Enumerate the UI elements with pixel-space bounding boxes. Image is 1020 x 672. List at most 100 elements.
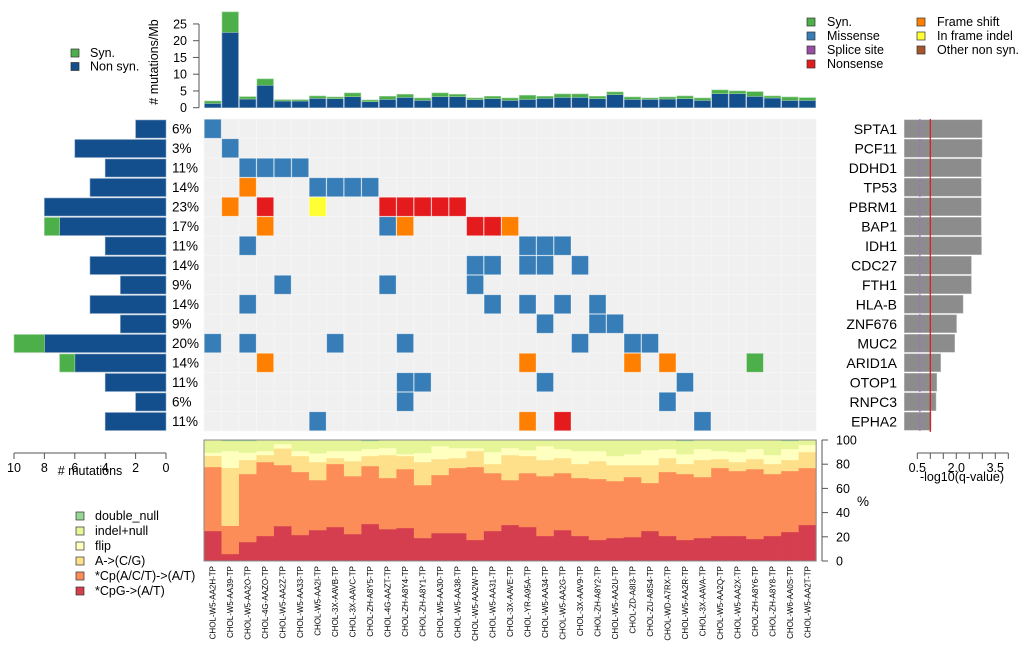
matrix-cell-empty	[326, 411, 345, 432]
spectrum-segment-cpg	[343, 534, 362, 562]
matrix-cell-empty	[431, 352, 450, 373]
matrix-cell-empty	[396, 255, 415, 276]
matrix-cell-empty	[745, 177, 764, 198]
matrix-cell-empty	[466, 196, 485, 217]
matrix-cell-empty	[570, 372, 590, 393]
spectrum-segment-indel-null	[361, 440, 380, 450]
matrix-cell-empty	[501, 411, 520, 432]
matrix-cell-empty	[780, 294, 799, 315]
spectrum-segment-indel-null	[378, 440, 397, 449]
gene-bar-x-tick-label: 8	[41, 461, 48, 475]
matrix-cell-empty	[238, 313, 257, 334]
matrix-cell-empty	[448, 372, 467, 393]
spectrum-segment-cpg	[588, 539, 607, 562]
gene-percent-label: 20%	[172, 336, 199, 351]
spectrum-segment-indel-null	[273, 440, 292, 445]
mutation-matrix	[203, 118, 817, 432]
rate-bar-nonsyn	[239, 98, 257, 108]
rate-bar-syn	[606, 91, 624, 95]
spectrum-segment-cpg	[676, 539, 695, 562]
qvalue-bar	[904, 256, 972, 275]
spectrum-segment-a-cg	[256, 455, 275, 463]
matrix-cell-empty	[623, 294, 642, 315]
matrix-cell-missense	[518, 294, 537, 315]
matrix-cell-empty	[780, 391, 799, 412]
gene-bar-nonsyn	[89, 256, 167, 275]
matrix-cell-empty	[658, 333, 677, 354]
matrix-cell-empty	[728, 118, 747, 139]
matrix-cell-empty	[413, 255, 432, 276]
rate-bar-syn	[623, 96, 642, 100]
matrix-cell-missense	[378, 274, 397, 295]
matrix-cell-empty	[763, 294, 782, 315]
spectrum-segment-a-cg	[204, 455, 222, 468]
spectrum-segment-indel-null	[413, 440, 432, 454]
qvalue-bar	[904, 275, 972, 294]
spectrum-segment-cpg	[238, 542, 257, 562]
matrix-cell-missense	[483, 294, 502, 315]
rate-bar-syn	[309, 95, 327, 99]
spectrum-segment-cpg	[711, 535, 729, 562]
matrix-cell-empty	[588, 177, 607, 198]
matrix-cell-empty	[291, 294, 310, 315]
gene-name-label: CDC27	[851, 258, 897, 274]
matrix-cell-empty	[710, 255, 730, 276]
spectrum-segment-a-cg	[676, 463, 695, 475]
gene-name-label: BAP1	[861, 219, 897, 235]
gene-name-label: PBRM1	[849, 199, 897, 215]
gene-name-label: EPHA2	[851, 414, 897, 430]
mutation-spectrum-chart: 0 20 40 60 80 100%	[203, 434, 869, 569]
matrix-cell-empty	[763, 255, 782, 276]
rate-bar-syn	[746, 91, 764, 97]
matrix-cell-empty	[308, 255, 327, 276]
matrix-cell-empty	[326, 372, 345, 393]
matrix-cell-empty	[361, 411, 380, 432]
spectrum-segment-cpg	[291, 534, 310, 562]
matrix-cell-empty	[570, 196, 590, 217]
spectrum-segment-a-cg	[588, 461, 607, 480]
matrix-cell-empty	[763, 274, 782, 295]
spectrum-y-tick-label: 40	[836, 506, 850, 520]
matrix-cell-empty	[675, 274, 695, 295]
matrix-cell-empty	[553, 138, 572, 159]
matrix-cell-empty	[221, 235, 240, 256]
gene-mutation-count-bars: 6% 3% 11% 14% 23% 17% 11% 14% 9% 14% 9% 20% 14% 11% 6%…	[7, 119, 199, 478]
spectrum-segment-flip	[746, 448, 764, 460]
matrix-cell-empty	[623, 391, 642, 412]
spectrum-segment-indel-null	[204, 440, 222, 453]
spectrum-segment-indel-null	[518, 440, 537, 451]
matrix-cell-empty	[361, 138, 380, 159]
matrix-cell-empty	[238, 216, 257, 237]
matrix-cell-empty	[378, 391, 397, 412]
matrix-cell-empty	[448, 391, 467, 412]
matrix-cell-empty	[745, 118, 764, 139]
matrix-cell-empty	[763, 352, 782, 373]
matrix-cell-empty	[675, 391, 695, 412]
spectrum-segment-cpact	[343, 476, 362, 535]
matrix-cell-empty	[518, 157, 537, 178]
matrix-cell-empty	[570, 235, 590, 256]
spectrum-segment-cpg	[728, 535, 747, 562]
matrix-cell-empty	[361, 157, 380, 178]
matrix-cell-empty	[536, 138, 555, 159]
matrix-cell-empty	[273, 235, 292, 256]
matrix-cell-empty	[536, 352, 555, 373]
matrix-cell-empty	[501, 255, 520, 276]
matrix-cell-empty	[763, 391, 782, 412]
matrix-cell-missense	[221, 138, 240, 159]
matrix-cell-missense	[326, 333, 345, 354]
spectrum-segment-flip	[238, 452, 257, 461]
spectrum-segment-flip	[641, 450, 660, 466]
matrix-cell-empty	[361, 372, 380, 393]
matrix-cell-empty	[326, 118, 345, 139]
gene-bar-x-tick-label: 0	[163, 461, 170, 475]
matrix-cell-empty	[396, 138, 415, 159]
matrix-cell-empty	[308, 216, 327, 237]
gene-bar-nonsyn	[135, 392, 167, 412]
spectrum-segment-flip	[676, 454, 695, 465]
legend-label-other_non_syn: Other non syn.	[937, 43, 1019, 57]
matrix-cell-empty	[413, 411, 432, 432]
spectrum-segment-double-null	[781, 440, 799, 442]
rate-bar-syn	[291, 99, 309, 102]
matrix-cell-empty	[536, 294, 555, 315]
